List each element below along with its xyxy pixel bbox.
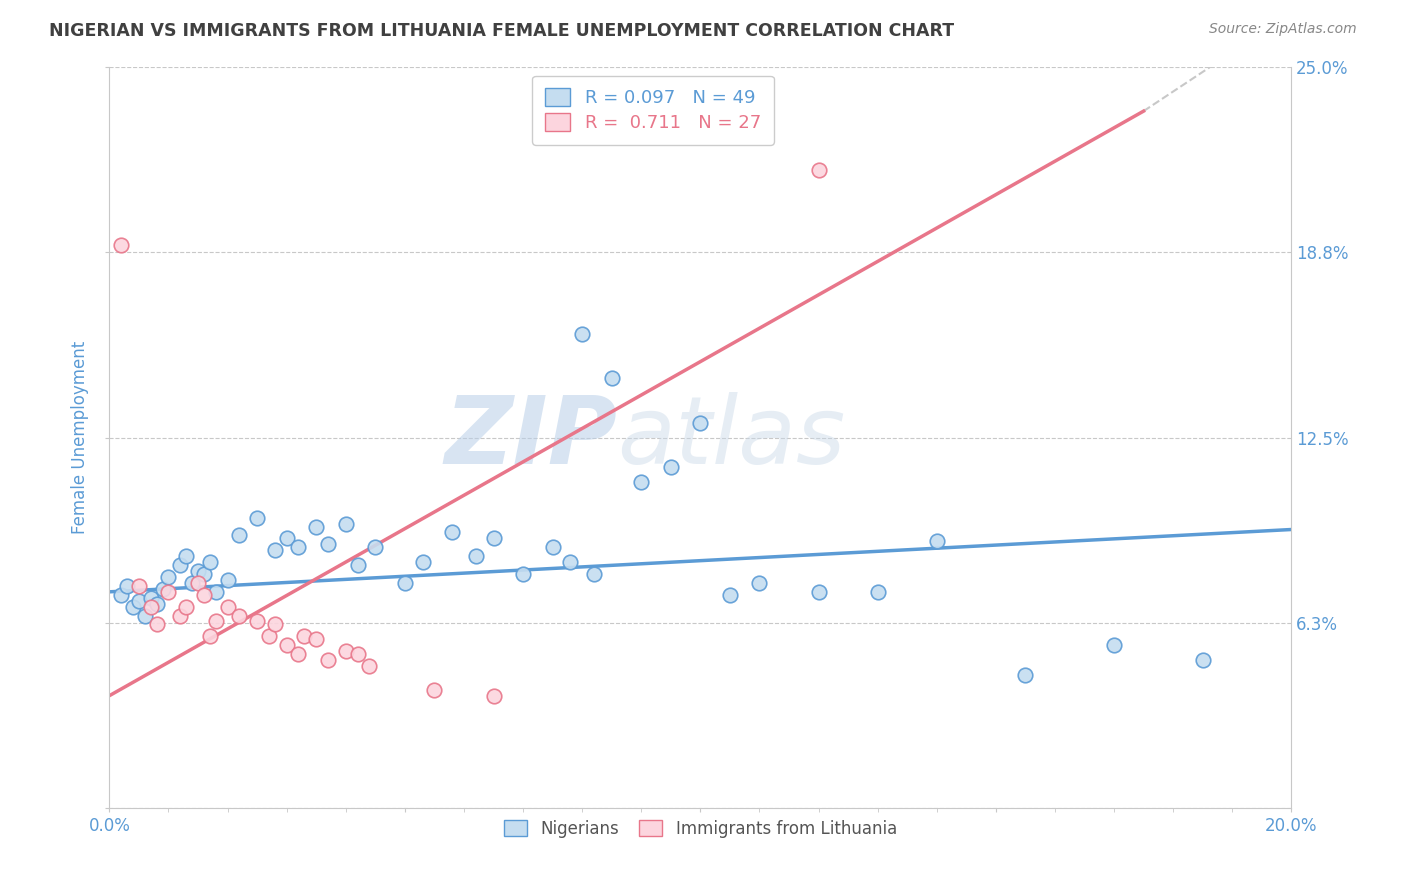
Point [441,525,464,540]
Point [204,615,226,629]
Point [512,567,534,582]
Point [464,549,486,564]
Point [359,659,381,673]
Point [139,599,162,614]
Point [181,576,204,591]
Point [1014,668,1036,682]
Point [276,638,298,652]
Point [807,163,830,178]
Point [423,682,446,697]
Point [204,584,226,599]
Point [482,532,505,546]
Point [316,653,339,667]
Point [287,647,309,661]
Point [748,576,770,591]
Point [139,591,162,605]
Point [689,416,711,430]
Point [263,617,285,632]
Point [582,567,605,582]
Point [257,629,280,643]
Point [335,516,357,531]
Point [316,537,339,551]
Point [263,543,285,558]
Point [718,588,741,602]
Point [169,558,191,573]
Point [482,689,505,703]
Point [110,237,132,252]
Point [659,460,682,475]
Point [128,593,150,607]
Text: NIGERIAN VS IMMIGRANTS FROM LITHUANIA FEMALE UNEMPLOYMENT CORRELATION CHART: NIGERIAN VS IMMIGRANTS FROM LITHUANIA FE… [49,22,955,40]
Point [193,567,215,582]
Point [193,588,215,602]
Point [134,608,156,623]
Point [157,570,180,584]
Point [128,579,150,593]
Point [1191,653,1213,667]
Point [157,584,180,599]
Point [364,541,387,555]
Point [305,519,328,533]
Point [187,564,209,578]
Point [287,541,309,555]
Point [110,588,132,602]
Point [560,555,582,569]
Point [335,644,357,658]
Point [1102,638,1125,652]
Point [217,573,239,587]
Point [217,599,239,614]
Point [228,608,250,623]
Text: atlas: atlas [617,392,846,483]
Point [571,326,593,341]
Point [305,632,328,647]
Point [541,541,564,555]
Point [122,599,145,614]
Point [174,599,197,614]
Point [276,532,298,546]
Point [145,617,167,632]
Point [115,579,138,593]
Point [174,549,197,564]
Point [866,584,889,599]
Point [152,582,174,596]
Point [187,576,209,591]
Point [600,371,623,385]
Point [198,555,221,569]
Point [807,584,830,599]
Point [394,576,416,591]
Point [412,555,434,569]
Point [246,510,269,524]
Point [346,647,368,661]
Point [246,615,269,629]
Point [169,608,191,623]
Point [198,629,221,643]
Text: Source: ZipAtlas.com: Source: ZipAtlas.com [1209,22,1357,37]
Point [346,558,368,573]
Legend: Nigerians, Immigrants from Lithuania: Nigerians, Immigrants from Lithuania [498,814,904,845]
Point [294,629,316,643]
Point [630,475,652,489]
Y-axis label: Female Unemployment: Female Unemployment [72,341,89,534]
Point [228,528,250,542]
Point [145,597,167,611]
Point [925,534,948,549]
Text: ZIP: ZIP [444,392,617,483]
